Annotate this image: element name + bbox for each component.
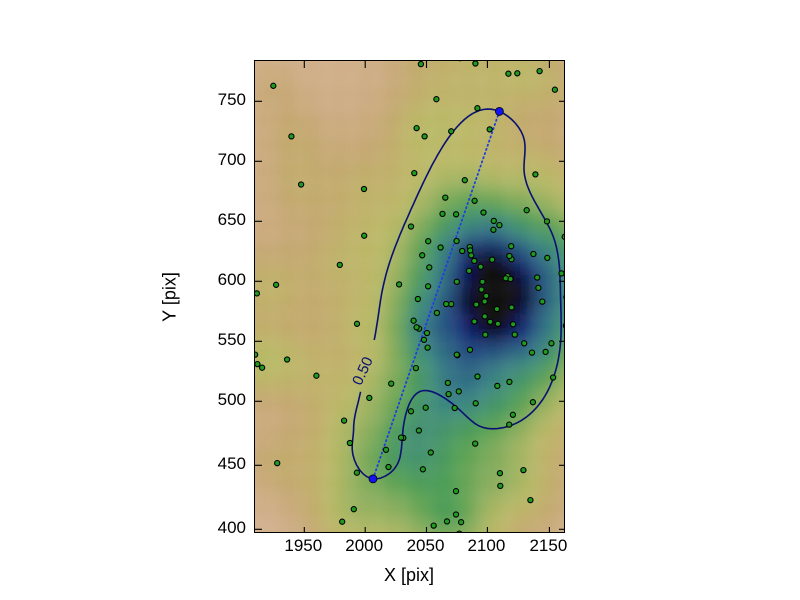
svg-text:0.50: 0.50 [349, 354, 377, 388]
